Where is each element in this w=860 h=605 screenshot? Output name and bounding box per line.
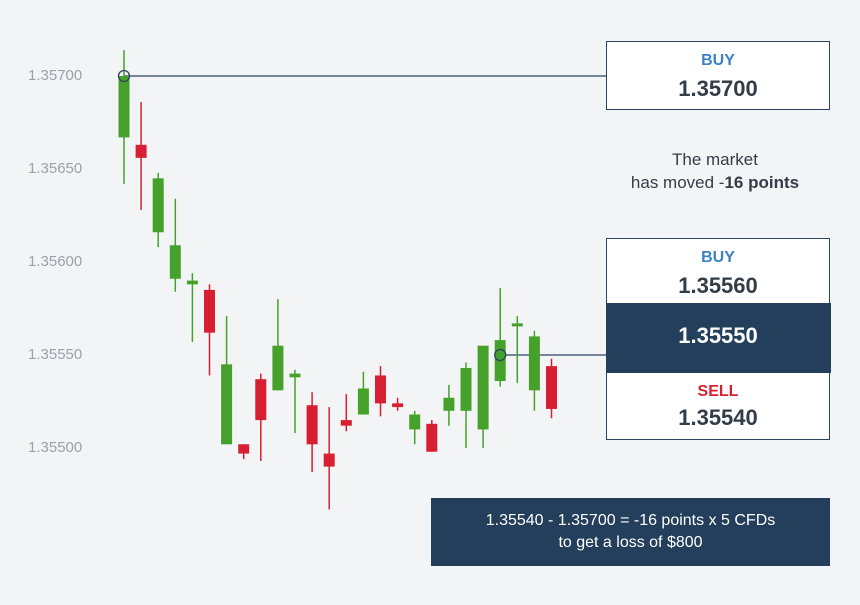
- connector-lines: [124, 75, 606, 356]
- quote-mid-value: 1.35550: [678, 323, 758, 348]
- y-tick-label: 1.35700: [28, 67, 83, 84]
- calc-line-2: to get a loss of $800: [558, 534, 703, 551]
- price-markers: [117, 69, 507, 362]
- candle-down: [204, 289, 215, 333]
- market-move-note: The market has moved -16 points: [600, 148, 830, 194]
- quote-buy-label: BUY: [701, 249, 735, 266]
- candle-up: [460, 368, 472, 411]
- buy-price-box: BUY 1.35700: [606, 41, 830, 110]
- y-tick-label: 1.35550: [28, 346, 83, 363]
- price-marker-circle: [494, 348, 507, 362]
- candle-up: [528, 336, 540, 391]
- candle-up: [511, 323, 523, 327]
- y-tick-label: 1.35500: [28, 439, 83, 456]
- candle-up: [169, 245, 181, 279]
- candle-down: [426, 423, 438, 452]
- candle-up: [272, 345, 284, 391]
- note-line-1: The market: [672, 150, 758, 169]
- candle-down: [323, 453, 335, 467]
- candle-up: [186, 280, 198, 285]
- y-tick-label: 1.35600: [28, 253, 83, 270]
- quote-sell-label: SELL: [697, 383, 739, 400]
- y-tick-label: 1.35650: [28, 160, 83, 177]
- candle-down: [255, 379, 267, 421]
- candle-down: [135, 144, 147, 158]
- quote-sell-value: 1.35540: [678, 405, 758, 430]
- candle-up: [152, 178, 164, 233]
- candle-up: [409, 414, 421, 430]
- candle-down: [392, 403, 404, 408]
- calc-line-1: 1.35540 - 1.35700 = -16 points x 5 CFDs: [485, 512, 776, 529]
- candle-down: [306, 405, 318, 445]
- note-line-2: has moved -16 points: [630, 173, 800, 192]
- candles: [118, 49, 557, 510]
- buy-value: 1.35700: [678, 76, 758, 101]
- candle-down: [546, 366, 557, 409]
- quote-mid-band: 1.35550: [605, 303, 831, 373]
- candle-up: [357, 388, 369, 415]
- quote-panel: BUY 1.35560 1.35550 SELL 1.35540: [605, 238, 831, 440]
- candle-up: [221, 364, 233, 445]
- candle-up: [477, 345, 489, 430]
- loss-calculation-box: 1.35540 - 1.35700 = -16 points x 5 CFDs …: [431, 498, 830, 566]
- price-marker-circle: [117, 69, 131, 83]
- quote-buy-value: 1.35560: [678, 273, 758, 298]
- candle-up: [289, 373, 301, 378]
- candle-down: [340, 420, 352, 426]
- candle-up: [443, 397, 455, 411]
- candle-up: [118, 76, 130, 138]
- buy-label: BUY: [701, 52, 735, 69]
- candle-down: [375, 375, 386, 404]
- candle-down: [238, 444, 250, 454]
